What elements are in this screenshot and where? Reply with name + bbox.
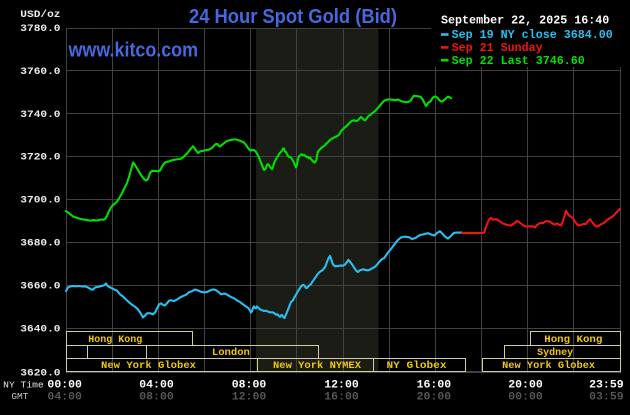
svg-text:Sep 21 Sunday: Sep 21 Sunday	[452, 41, 543, 55]
svg-text:08:00: 08:00	[232, 380, 267, 392]
svg-text:NY Time: NY Time	[3, 379, 44, 390]
svg-text:New York Globex: New York Globex	[502, 360, 595, 372]
svg-text:08:00: 08:00	[139, 391, 174, 403]
svg-text:03:59: 03:59	[589, 391, 624, 403]
svg-text:London: London	[212, 347, 250, 359]
svg-text:20:00: 20:00	[417, 391, 452, 403]
svg-text:16:00: 16:00	[324, 391, 359, 403]
svg-text:3780.0: 3780.0	[20, 23, 60, 35]
svg-text:September 22, 2025 16:40: September 22, 2025 16:40	[441, 14, 609, 28]
svg-text:04:00: 04:00	[47, 391, 82, 403]
svg-text:20:00: 20:00	[508, 380, 543, 392]
svg-text:Hong Kong: Hong Kong	[88, 335, 142, 346]
svg-text:Hong Kong: Hong Kong	[544, 335, 602, 346]
svg-text:3720.0: 3720.0	[20, 152, 60, 164]
svg-text:New York NYMEX: New York NYMEX	[273, 360, 362, 372]
svg-text:Sep 19 NY close 3684.00: Sep 19 NY close 3684.00	[452, 28, 613, 42]
svg-text:NY Globex: NY Globex	[387, 360, 447, 372]
svg-text:3740.0: 3740.0	[20, 109, 60, 121]
svg-text:04:00: 04:00	[139, 380, 174, 392]
svg-text:Sep 22 Last 3746.60: Sep 22 Last 3746.60	[452, 54, 585, 68]
svg-text:00:00: 00:00	[47, 380, 82, 392]
svg-text:12:00: 12:00	[324, 380, 359, 392]
svg-text:3640.0: 3640.0	[20, 323, 60, 335]
svg-text:3620.0: 3620.0	[20, 368, 60, 380]
svg-text:12:00: 12:00	[232, 391, 267, 403]
svg-text:16:00: 16:00	[417, 380, 452, 392]
svg-text:3700.0: 3700.0	[20, 195, 60, 207]
svg-text:GMT: GMT	[11, 391, 28, 402]
svg-text:3760.0: 3760.0	[20, 66, 60, 78]
svg-text:23:59: 23:59	[589, 380, 624, 392]
svg-text:www.kitco.com: www.kitco.com	[68, 40, 198, 62]
svg-text:00:00: 00:00	[508, 391, 543, 403]
svg-text:Sydney: Sydney	[537, 347, 573, 359]
svg-text:New York Globex: New York Globex	[101, 360, 196, 372]
svg-text:3660.0: 3660.0	[20, 280, 60, 292]
svg-text:24 Hour Spot Gold (Bid): 24 Hour Spot Gold (Bid)	[189, 5, 397, 28]
svg-text:3680.0: 3680.0	[20, 238, 60, 250]
svg-text:USD/oz: USD/oz	[20, 9, 60, 21]
